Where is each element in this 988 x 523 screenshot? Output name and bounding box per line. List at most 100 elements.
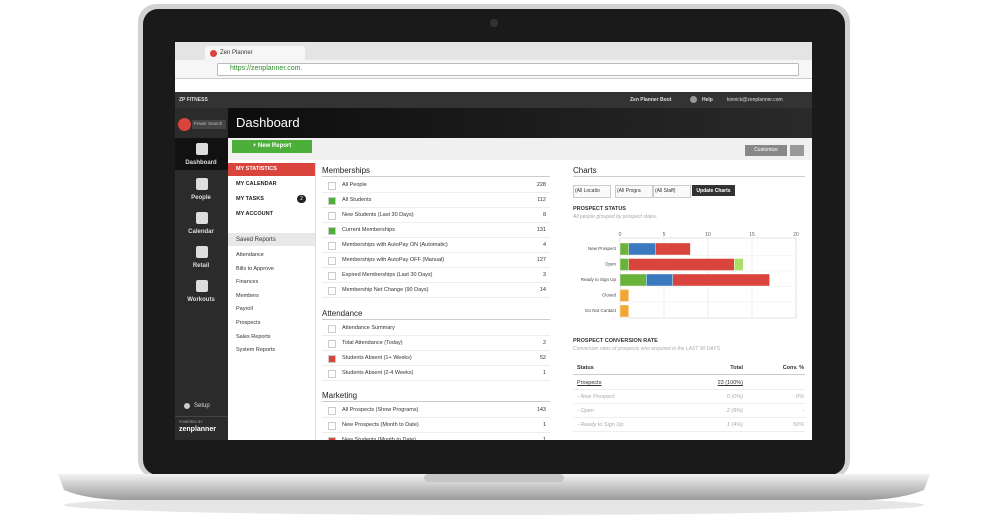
nav-item[interactable]: MY TASKS	[236, 196, 264, 202]
favicon	[210, 50, 217, 57]
status-cell[interactable]: Prospects	[577, 380, 602, 386]
row-marker[interactable]	[328, 227, 336, 235]
row-marker[interactable]	[328, 325, 336, 333]
update-btn[interactable]	[692, 185, 735, 196]
row-marker[interactable]	[328, 287, 336, 295]
section-title: Marketing	[322, 391, 358, 400]
saved-report[interactable]: Finances	[236, 279, 259, 286]
conversion-title: PROSPECT CONVERSION RATE	[573, 338, 658, 344]
saved-report[interactable]: System Reports	[236, 347, 276, 354]
x-tick-label: 10	[705, 232, 711, 238]
row-label[interactable]: New Prospects (Month to Date)	[342, 421, 419, 428]
task-badge	[297, 195, 306, 203]
top-bar	[175, 92, 812, 108]
saved-report[interactable]: Prospects	[236, 320, 261, 326]
nav-icon[interactable]	[196, 143, 208, 155]
row-label[interactable]: Memberships with AutoPay OFF (Manual)	[342, 257, 445, 263]
nav-icon[interactable]	[196, 178, 208, 190]
row-marker[interactable]	[328, 370, 336, 378]
row-count: 1	[542, 421, 546, 428]
filter-select[interactable]	[653, 185, 691, 198]
bar-segment	[672, 273, 770, 287]
x-tick-label: 20	[793, 232, 799, 238]
filter-select[interactable]	[573, 185, 611, 198]
row-marker[interactable]	[328, 197, 336, 205]
row-marker[interactable]	[328, 340, 336, 348]
row-label[interactable]: Membership Net Change (90 Days)	[342, 287, 429, 293]
row-marker[interactable]	[328, 436, 336, 440]
row-label[interactable]: Students Absent (2-4 Weeks)	[342, 370, 414, 376]
nav-label[interactable]: Calendar	[188, 229, 214, 235]
search-icon[interactable]	[178, 118, 191, 131]
bar-segment	[619, 273, 647, 287]
row-label[interactable]: All Students	[342, 197, 372, 203]
saved-report[interactable]: Sales Reports	[236, 333, 271, 340]
powered: POWERED BY	[179, 420, 203, 424]
nav-item[interactable]: MY CALENDAR	[236, 181, 277, 187]
row-label[interactable]: All Prospects (Show Programs)	[342, 407, 419, 413]
saved-report[interactable]: Bills to Approve	[236, 265, 274, 272]
row-rule	[322, 365, 550, 366]
customize[interactable]: Customize	[754, 147, 778, 153]
row-marker[interactable]	[328, 355, 336, 363]
row-label[interactable]: Memberships with AutoPay ON (Automatic)	[342, 242, 448, 248]
saved-report[interactable]: Attendance	[236, 252, 264, 258]
brand: ZP FITNESS	[179, 97, 208, 103]
nav-label[interactable]: Workouts	[187, 297, 215, 303]
nav-item[interactable]: MY STATISTICS	[236, 166, 277, 172]
nav-label[interactable]: Dashboard	[185, 160, 217, 166]
row-label[interactable]: Expired Memberships (Last 30 Days)	[342, 272, 433, 278]
boot-link[interactable]: Zen Planner Boot	[630, 97, 672, 103]
nav-label[interactable]: Retail	[192, 263, 210, 269]
saved-report[interactable]: Members	[236, 292, 259, 299]
row-marker[interactable]	[328, 421, 336, 430]
chart-subtitle: All people grouped by prospect status	[573, 214, 657, 220]
nav-icon[interactable]	[196, 246, 208, 258]
help-link[interactable]: Help	[702, 97, 713, 103]
row-marker[interactable]	[328, 407, 336, 415]
nav-label[interactable]: People	[191, 195, 211, 201]
row-label[interactable]: All People	[342, 182, 367, 188]
row-marker[interactable]	[328, 272, 336, 280]
row-label[interactable]: Current Memberships	[342, 227, 395, 233]
status-cell: - Open	[577, 408, 594, 414]
row-marker[interactable]	[328, 212, 336, 220]
row-count: 2	[542, 340, 546, 346]
row-label[interactable]: New Students (Month to Date)	[342, 436, 416, 440]
row-rule	[322, 380, 550, 381]
nav-item[interactable]: MY ACCOUNT	[236, 211, 273, 217]
row-label[interactable]: New Students (Last 30 Days)	[342, 212, 414, 218]
row-marker[interactable]	[328, 242, 336, 250]
filter-select[interactable]	[615, 185, 653, 198]
saved-header	[228, 233, 315, 246]
camera	[490, 19, 498, 27]
customize-btn[interactable]	[745, 145, 787, 156]
tab[interactable]	[205, 46, 305, 60]
refresh-btn[interactable]	[790, 145, 804, 156]
bar-segment	[619, 242, 630, 256]
total-cell[interactable]: 23 (100%)	[717, 380, 743, 386]
row-marker[interactable]	[328, 257, 336, 265]
address-bar[interactable]	[217, 63, 799, 76]
new-report-btn[interactable]	[232, 140, 312, 153]
row-count: 127	[536, 257, 546, 263]
logo: zenplanner	[179, 426, 216, 433]
row-label[interactable]: Total Attendance (Today)	[342, 340, 403, 346]
setup-link[interactable]: Setup	[194, 403, 210, 409]
conv-cell: -	[802, 408, 804, 414]
search-box[interactable]	[192, 120, 226, 129]
tab-title: Zen Planner	[220, 50, 253, 56]
row-label[interactable]: Attendance Summary	[342, 325, 395, 331]
user-menu[interactable]: kinnick@zenplanner.com	[727, 97, 783, 103]
nav-icon[interactable]	[196, 212, 208, 224]
row-rule	[322, 350, 550, 351]
saved-report[interactable]: Payroll	[236, 306, 253, 313]
row-marker[interactable]	[328, 182, 336, 190]
bar-segment	[628, 242, 656, 256]
base	[58, 474, 930, 500]
nav-icon[interactable]	[196, 280, 208, 292]
x-tick-label: 15	[749, 232, 755, 238]
update-label[interactable]: Update Charts	[696, 188, 731, 194]
row-label[interactable]: Students Absent (1+ Weeks)	[342, 355, 412, 361]
new-report[interactable]: + New Report	[252, 143, 292, 149]
